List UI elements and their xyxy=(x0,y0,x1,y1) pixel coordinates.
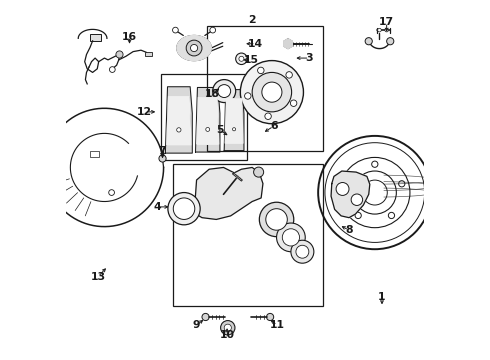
Text: 3: 3 xyxy=(306,53,314,63)
Bar xyxy=(90,35,101,41)
Circle shape xyxy=(365,38,372,45)
Circle shape xyxy=(336,183,349,195)
Circle shape xyxy=(282,229,299,246)
Bar xyxy=(161,74,247,160)
Polygon shape xyxy=(284,39,293,49)
Circle shape xyxy=(265,113,271,120)
Text: 18: 18 xyxy=(204,89,220,99)
Circle shape xyxy=(387,38,394,45)
Polygon shape xyxy=(167,97,191,145)
Text: 6: 6 xyxy=(270,121,277,131)
Circle shape xyxy=(254,167,264,177)
Polygon shape xyxy=(193,167,263,220)
Circle shape xyxy=(173,198,195,220)
Bar xyxy=(90,151,99,157)
Circle shape xyxy=(109,190,115,195)
Circle shape xyxy=(168,193,200,225)
Text: 2: 2 xyxy=(248,15,256,26)
Bar xyxy=(207,26,323,151)
Circle shape xyxy=(266,209,287,230)
Circle shape xyxy=(267,314,274,320)
Circle shape xyxy=(177,128,181,132)
Polygon shape xyxy=(225,99,243,143)
Text: 10: 10 xyxy=(220,330,235,340)
Circle shape xyxy=(296,245,309,258)
Polygon shape xyxy=(224,90,244,150)
Circle shape xyxy=(218,85,231,98)
Text: 11: 11 xyxy=(270,320,285,330)
Circle shape xyxy=(224,324,231,331)
Circle shape xyxy=(116,51,123,58)
Text: 7: 7 xyxy=(159,146,166,156)
Circle shape xyxy=(276,223,305,252)
Circle shape xyxy=(109,67,115,72)
Circle shape xyxy=(172,27,178,33)
Text: 13: 13 xyxy=(91,272,105,282)
Circle shape xyxy=(258,67,264,74)
Circle shape xyxy=(291,100,297,107)
Text: 8: 8 xyxy=(345,225,353,235)
Circle shape xyxy=(378,28,381,32)
Circle shape xyxy=(210,27,216,33)
Polygon shape xyxy=(177,36,211,60)
Circle shape xyxy=(286,72,293,78)
Text: 9: 9 xyxy=(193,320,200,330)
Circle shape xyxy=(385,28,389,32)
Circle shape xyxy=(206,127,210,131)
Text: 12: 12 xyxy=(137,107,152,117)
Text: 1: 1 xyxy=(378,292,386,302)
Circle shape xyxy=(186,40,202,56)
Circle shape xyxy=(236,53,247,64)
Bar xyxy=(172,164,323,306)
Bar xyxy=(146,52,152,56)
Circle shape xyxy=(191,44,197,51)
Circle shape xyxy=(239,56,244,61)
Circle shape xyxy=(262,82,282,102)
Text: 5: 5 xyxy=(216,125,223,135)
Circle shape xyxy=(240,60,303,124)
Circle shape xyxy=(252,72,292,112)
Circle shape xyxy=(220,320,235,335)
Circle shape xyxy=(213,80,236,103)
Polygon shape xyxy=(331,171,370,218)
Circle shape xyxy=(159,155,166,162)
Text: 14: 14 xyxy=(248,39,263,49)
Circle shape xyxy=(351,194,363,206)
Circle shape xyxy=(202,314,209,320)
Text: 17: 17 xyxy=(379,17,394,27)
Circle shape xyxy=(232,128,236,131)
Circle shape xyxy=(259,202,294,237)
Polygon shape xyxy=(166,87,192,153)
Circle shape xyxy=(245,93,251,99)
Text: 15: 15 xyxy=(244,55,259,65)
Text: 4: 4 xyxy=(153,202,161,212)
Polygon shape xyxy=(232,173,243,181)
Circle shape xyxy=(291,240,314,263)
Text: 16: 16 xyxy=(122,32,137,41)
Polygon shape xyxy=(196,87,220,152)
Polygon shape xyxy=(196,97,219,144)
